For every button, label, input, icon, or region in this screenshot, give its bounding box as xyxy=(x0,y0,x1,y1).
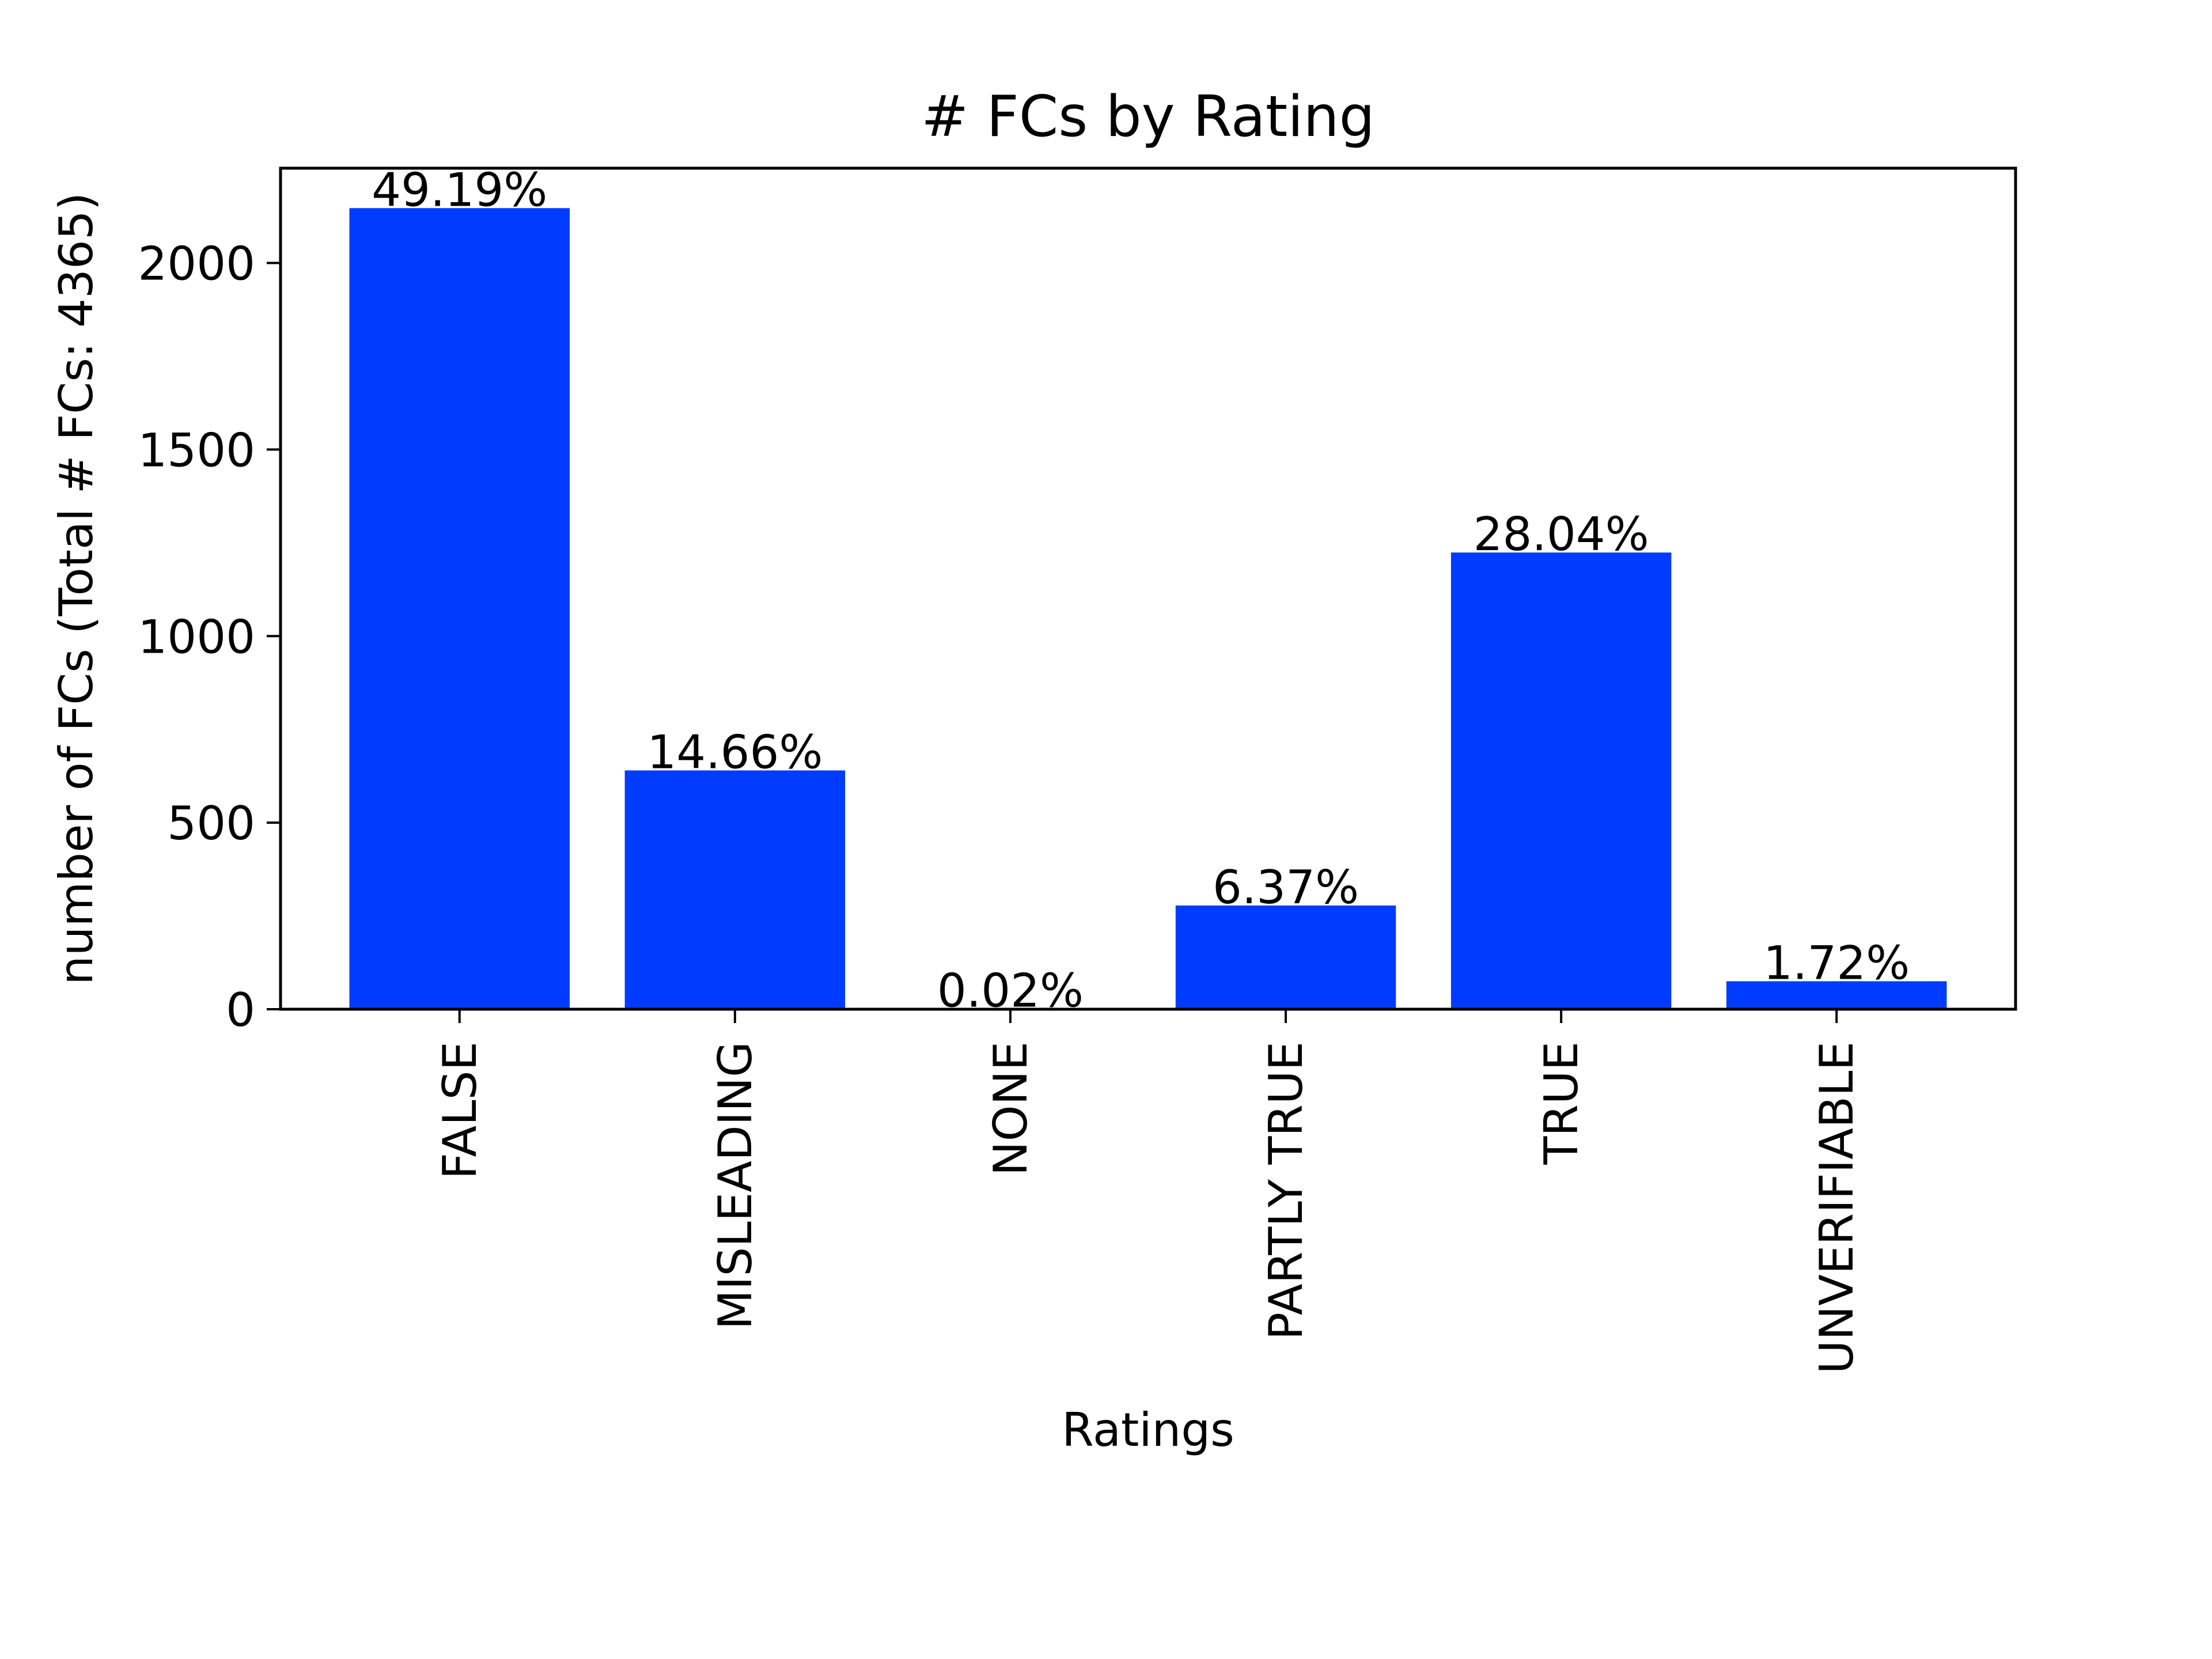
y-tick-label: 500 xyxy=(167,797,255,850)
bars-group xyxy=(349,208,1947,1010)
data-label: 28.04% xyxy=(1474,507,1649,561)
x-tick-label: MISLEADING xyxy=(709,1041,762,1330)
x-axis: FALSE MISLEADING NONE PARTLY TRUE TRUE UNVERI… xyxy=(433,1009,1863,1374)
y-axis: 0 500 1000 1500 2000 xyxy=(138,237,281,1037)
y-axis-label: number of FCs (Total # FCs: 4365) xyxy=(50,192,103,985)
x-tick-label: FALSE xyxy=(433,1041,487,1179)
bar-misleading xyxy=(624,770,846,1009)
data-label: 1.72% xyxy=(1763,936,1910,990)
x-tick-label: TRUE xyxy=(1535,1041,1588,1165)
bar-true xyxy=(1450,552,1672,1009)
data-label: 14.66% xyxy=(647,725,823,779)
data-label: 49.19% xyxy=(372,163,547,217)
bar-unverifiable xyxy=(1726,981,1947,1009)
bar-false xyxy=(349,208,570,1010)
x-tick-label: UNVERIFIABLE xyxy=(1810,1041,1863,1374)
y-tick-label: 2000 xyxy=(138,237,255,291)
x-axis-label: Ratings xyxy=(1062,1403,1234,1457)
chart-title: # FCs by Rating xyxy=(921,84,1375,150)
data-label: 6.37% xyxy=(1213,861,1359,914)
x-tick-label: NONE xyxy=(984,1041,1037,1176)
plot-frame xyxy=(279,166,2017,1011)
y-tick-label: 1000 xyxy=(138,610,255,664)
x-tick-label: PARTLY TRUE xyxy=(1259,1041,1313,1340)
y-tick-label: 1500 xyxy=(138,423,255,477)
y-tick-label: 0 xyxy=(226,983,255,1037)
bar-partly-true xyxy=(1175,905,1396,1009)
